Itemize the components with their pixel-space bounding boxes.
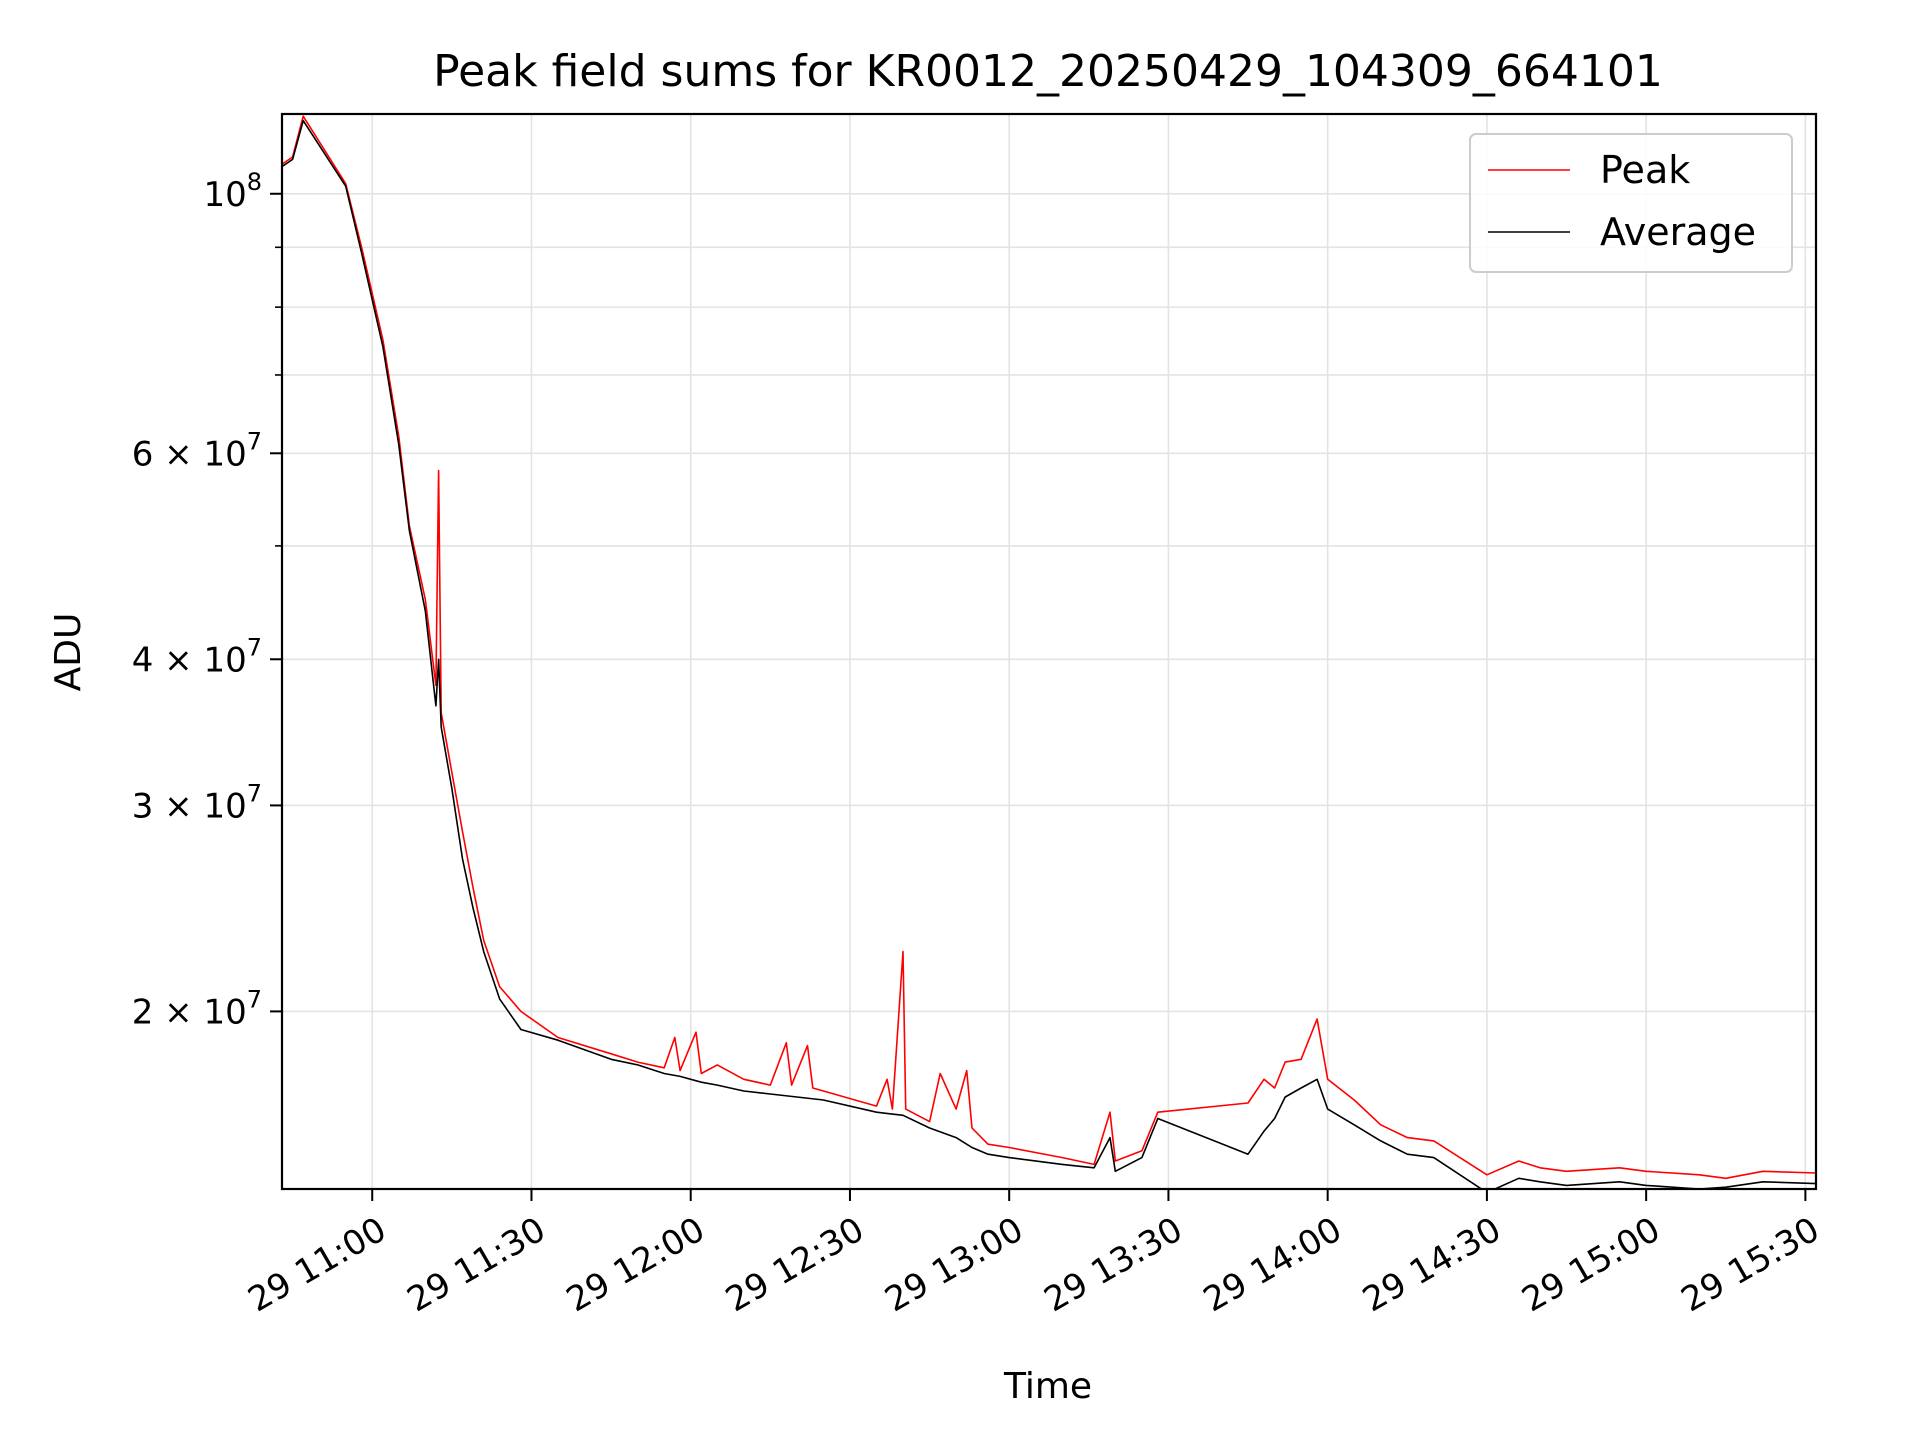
- legend-label-average: Average: [1600, 210, 1756, 254]
- x-tick-label: 29 14:30: [1356, 1210, 1508, 1321]
- y-tick-label-exponent: 7: [247, 985, 262, 1013]
- y-tick-label-base: 10: [203, 175, 246, 215]
- x-tick-label: 29 15:30: [1675, 1210, 1827, 1321]
- x-tick-label: 29 13:00: [878, 1210, 1030, 1321]
- y-tick-label-base: 3 × 10: [132, 786, 247, 826]
- x-tick-label: 29 11:30: [401, 1210, 553, 1321]
- grid: [282, 114, 1816, 1189]
- y-tick-label: 3 × 107: [132, 779, 262, 826]
- y-tick-label: 4 × 107: [132, 633, 262, 680]
- y-tick-label: 6 × 107: [132, 427, 262, 474]
- x-tick-label: 29 15:00: [1515, 1210, 1667, 1321]
- y-tick-label-base: 2 × 10: [132, 992, 247, 1032]
- series-layer: [282, 115, 1816, 1189]
- series-line-peak: [282, 115, 1816, 1180]
- y-tick-label-exponent: 7: [247, 427, 262, 455]
- x-axis-label: Time: [1003, 1366, 1092, 1407]
- y-tick-label: 108: [203, 168, 262, 215]
- plot-frame: [280, 112, 1818, 1191]
- x-tick-label: 29 11:00: [241, 1210, 393, 1321]
- series-line-average: [282, 119, 1816, 1189]
- y-tick-label-base: 4 × 10: [132, 640, 247, 680]
- x-tick-label: 29 12:00: [560, 1210, 712, 1321]
- legend-box: [1469, 133, 1793, 273]
- y-tick-label-base: 6 × 10: [132, 434, 247, 474]
- y-tick-label: 2 × 107: [132, 985, 262, 1032]
- y-tick-label-exponent: 7: [247, 779, 262, 807]
- x-tick-label: 29 14:00: [1197, 1210, 1349, 1321]
- chart-title: Peak field sums for KR0012_20250429_1043…: [433, 46, 1663, 97]
- legend: Peak Average: [1469, 133, 1793, 273]
- y-tick-label-exponent: 8: [247, 168, 262, 196]
- x-tick-label: 29 12:30: [719, 1210, 871, 1321]
- y-tick-label-exponent: 7: [247, 633, 262, 661]
- x-tick-label: 29 13:30: [1038, 1210, 1190, 1321]
- x-axis: 29 11:00 29 11:30 29 12:00 29 12:30 29 13:00…: [241, 1189, 1826, 1320]
- y-axis-label: ADU: [48, 613, 89, 692]
- legend-label-peak: Peak: [1600, 148, 1690, 192]
